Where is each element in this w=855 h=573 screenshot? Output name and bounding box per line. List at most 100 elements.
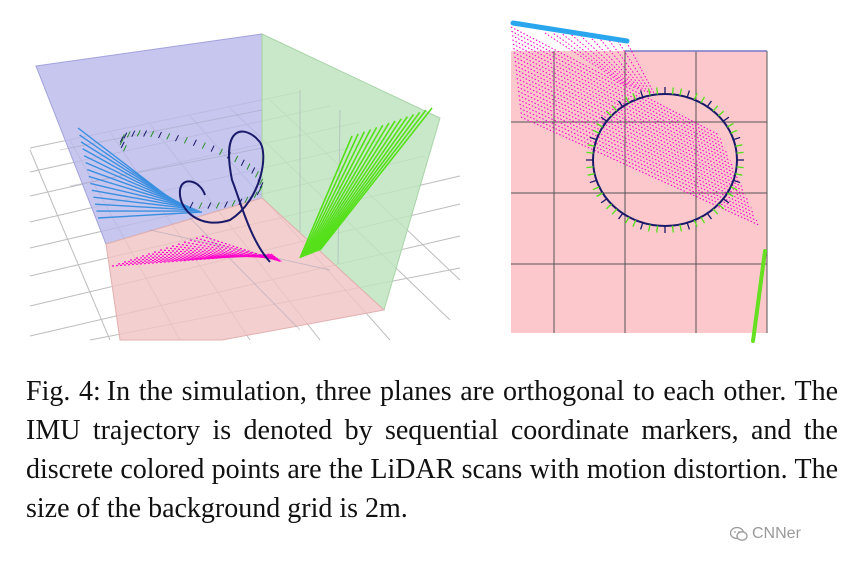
scan-ray-green [306, 124, 384, 256]
imu-marker [587, 173, 595, 176]
scan-ray-magenta [515, 65, 737, 175]
imu-marker [679, 224, 683, 232]
imu-marker [727, 122, 734, 128]
imu-marker [600, 116, 608, 122]
imu-marker [166, 133, 171, 140]
imu-marker [618, 213, 624, 220]
imu-marker [700, 216, 706, 224]
red-floor-plane [105, 197, 386, 341]
imu-marker [587, 144, 595, 147]
scan-ray-green [303, 129, 372, 257]
imu-marker [736, 151, 744, 154]
scan-ray-magenta [514, 60, 735, 170]
scan-ray-magenta [171, 245, 279, 260]
scan-ray-green [310, 120, 396, 255]
scan-ray-green [299, 135, 353, 259]
imu-marker [686, 222, 691, 230]
imu-marker [735, 173, 743, 176]
imu-marker [122, 144, 127, 152]
imu-marker [639, 90, 644, 98]
imu-marker [255, 171, 259, 178]
scan-ray-magenta [520, 116, 760, 226]
right-lidar-scans [510, 26, 760, 226]
scan-ray-magenta [606, 37, 649, 94]
imu-marker [240, 159, 245, 166]
simulation-top-view [510, 20, 768, 343]
scan-ray-blue [82, 148, 180, 204]
scan-ray-green [316, 111, 421, 252]
imu-marker [586, 151, 594, 154]
imu-marker [259, 182, 264, 189]
scan-ray-magenta [511, 30, 722, 140]
scan-ray-magenta [615, 38, 653, 95]
imu-marker [647, 88, 651, 96]
scan-ray-magenta [153, 251, 277, 259]
imu-marker [671, 87, 674, 95]
imu-marker [722, 116, 730, 122]
scan-ray-green [305, 126, 378, 256]
scan-ray-magenta [515, 69, 739, 179]
imu-marker [605, 110, 612, 117]
imu-marker [730, 129, 738, 134]
scan-ray-blue [94, 203, 198, 211]
imu-marker [183, 137, 188, 144]
imu-marker [712, 105, 719, 112]
imu-marker [632, 220, 637, 227]
imu-marker [131, 130, 136, 137]
scan-ray-magenta [515, 73, 741, 183]
imu-marker [722, 198, 730, 204]
scan-ray-magenta [518, 95, 750, 205]
blue-wall-edge [510, 20, 630, 44]
imu-marker [693, 220, 698, 227]
imu-marker [706, 100, 712, 107]
imu-marker [143, 130, 148, 137]
imu-marker [192, 139, 197, 146]
imu-marker [592, 129, 600, 134]
watermark: CNNer [728, 525, 805, 543]
wechat-icon [730, 526, 748, 541]
imu-marker [120, 141, 125, 149]
imu-marker [611, 105, 618, 112]
imu-marker [656, 87, 659, 95]
left-imu-trajectory [119, 130, 271, 263]
imu-marker [712, 208, 719, 215]
scan-ray-green [313, 116, 409, 253]
imu-marker [596, 122, 603, 128]
imu-marker [201, 142, 206, 149]
scan-ray-magenta [518, 99, 752, 209]
imu-marker [632, 93, 637, 100]
imu-marker [586, 166, 594, 169]
scan-ray-blue [90, 182, 191, 209]
imu-marker [126, 131, 131, 138]
imu-marker [624, 216, 630, 224]
scan-ray-magenta [517, 86, 746, 196]
imu-marker [219, 148, 223, 156]
imu-marker [258, 185, 263, 193]
imu-marker [136, 130, 141, 137]
caption-text: In the simulation, three planes are orth… [26, 376, 838, 524]
scan-ray-green [314, 113, 415, 253]
imu-marker [226, 152, 231, 159]
imu-marker [730, 186, 738, 191]
imu-marker [718, 110, 725, 117]
imu-marker [718, 203, 725, 210]
simulation-3d-view [29, 33, 461, 341]
scan-ray-magenta [519, 107, 756, 217]
figure-caption: Fig. 4: In the simulation, three planes a… [26, 372, 838, 528]
imu-marker [618, 100, 624, 107]
scan-ray-magenta [513, 47, 729, 157]
imu-marker [224, 201, 228, 208]
imu-marker [119, 136, 124, 143]
scan-ray-blue [85, 161, 184, 206]
imu-marker [246, 163, 251, 170]
imu-marker [656, 225, 659, 233]
imu-marker [158, 131, 162, 139]
imu-trajectory-path [178, 130, 271, 263]
scan-ray-magenta [517, 90, 748, 200]
imu-marker [706, 213, 712, 220]
imu-marker [244, 196, 249, 204]
imu-marker [700, 96, 706, 104]
imu-marker [679, 88, 683, 96]
figure-panels [29, 20, 768, 343]
imu-marker [592, 186, 600, 191]
